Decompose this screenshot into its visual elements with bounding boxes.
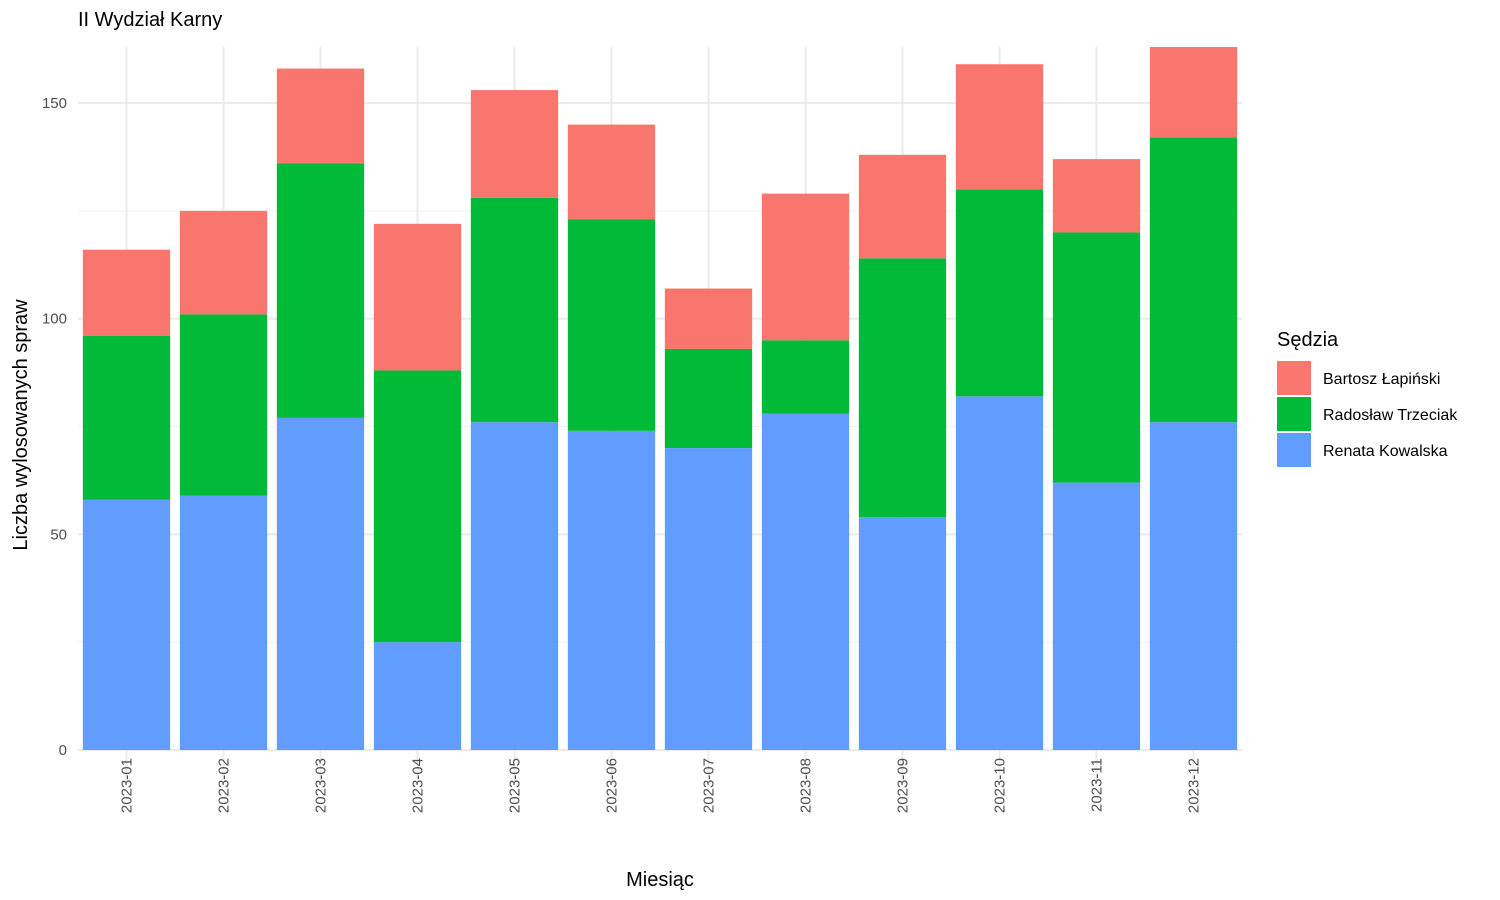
bar-segment (470, 90, 559, 198)
legend-label: Bartosz Łapiński (1323, 371, 1440, 388)
bar-segment (179, 210, 268, 315)
legend-label: Renata Kowalska (1323, 443, 1448, 460)
bar-segment (761, 193, 850, 341)
x-tick-label: 2023-09 (895, 758, 912, 813)
legend-swatch (1277, 433, 1311, 467)
bar-segment (373, 223, 462, 371)
bar-segment (373, 370, 462, 643)
y-tick-label: 150 (42, 95, 67, 112)
bar-segment (955, 189, 1044, 397)
x-tick-label: 2023-02 (216, 758, 233, 813)
y-tick-label: 100 (42, 311, 67, 328)
bar-segment (567, 124, 656, 220)
x-tick-label: 2023-12 (1186, 758, 1203, 813)
y-axis-ticks: 0 50 100 150 (42, 95, 67, 759)
bar-segment (858, 154, 947, 259)
bar-segment (567, 430, 656, 750)
bar-segment (761, 413, 850, 750)
bar-segment (82, 249, 171, 336)
x-tick-label: 2023-11 (1089, 758, 1106, 812)
bar-segment (82, 499, 171, 750)
legend-label: Radosław Trzeciak (1323, 407, 1458, 424)
bar-segment (761, 340, 850, 414)
bar-segment (858, 517, 947, 750)
y-tick-label: 0 (59, 742, 67, 759)
bar-segment (470, 197, 559, 423)
x-tick-label: 2023-07 (701, 758, 718, 813)
x-tick-label: 2023-06 (604, 758, 621, 813)
y-tick-label: 50 (50, 526, 67, 543)
bar-segment (955, 396, 1044, 750)
bar-segment (664, 288, 753, 349)
bar-segment (955, 64, 1044, 190)
bar-segment (276, 163, 365, 418)
bar-segment (470, 422, 559, 750)
x-tick-label: 2023-01 (119, 758, 136, 813)
bar-segment (1149, 422, 1238, 750)
bar-segment (373, 642, 462, 750)
bar-segment (82, 335, 171, 500)
bar-segment (664, 448, 753, 750)
bar-segment (1052, 232, 1141, 483)
chart-title: II Wydział Karny (78, 9, 222, 31)
bar-segment (276, 417, 365, 750)
bar-segment (1149, 46, 1238, 138)
bar-segment (1052, 159, 1141, 233)
x-axis-ticks: 2023-01 2023-02 2023-03 2023-04 2023-05 2023-… (119, 758, 1203, 813)
bar-segment (1052, 482, 1141, 750)
bar-segment (276, 68, 365, 164)
bar-segment (1149, 137, 1238, 423)
x-tick-label: 2023-08 (798, 758, 815, 813)
bar-segment (567, 219, 656, 431)
bars (82, 46, 1238, 750)
legend-title: Sędzia (1277, 329, 1339, 351)
bar-segment (664, 348, 753, 449)
legend-swatch (1277, 397, 1311, 431)
x-tick-label: 2023-04 (410, 758, 427, 813)
bar-segment (179, 314, 268, 496)
y-axis-title: Liczba wylosowanych spraw (10, 299, 32, 551)
legend: Sędzia Bartosz Łapiński Radosław Trzeciak… (1277, 329, 1458, 467)
x-tick-label: 2023-03 (313, 758, 330, 813)
bar-segment (179, 495, 268, 750)
bar-segment (858, 258, 947, 518)
x-axis-title: Miesiąc (626, 869, 694, 891)
x-tick-label: 2023-05 (507, 758, 524, 813)
x-tick-label: 2023-10 (992, 758, 1009, 813)
legend-swatch (1277, 361, 1311, 395)
